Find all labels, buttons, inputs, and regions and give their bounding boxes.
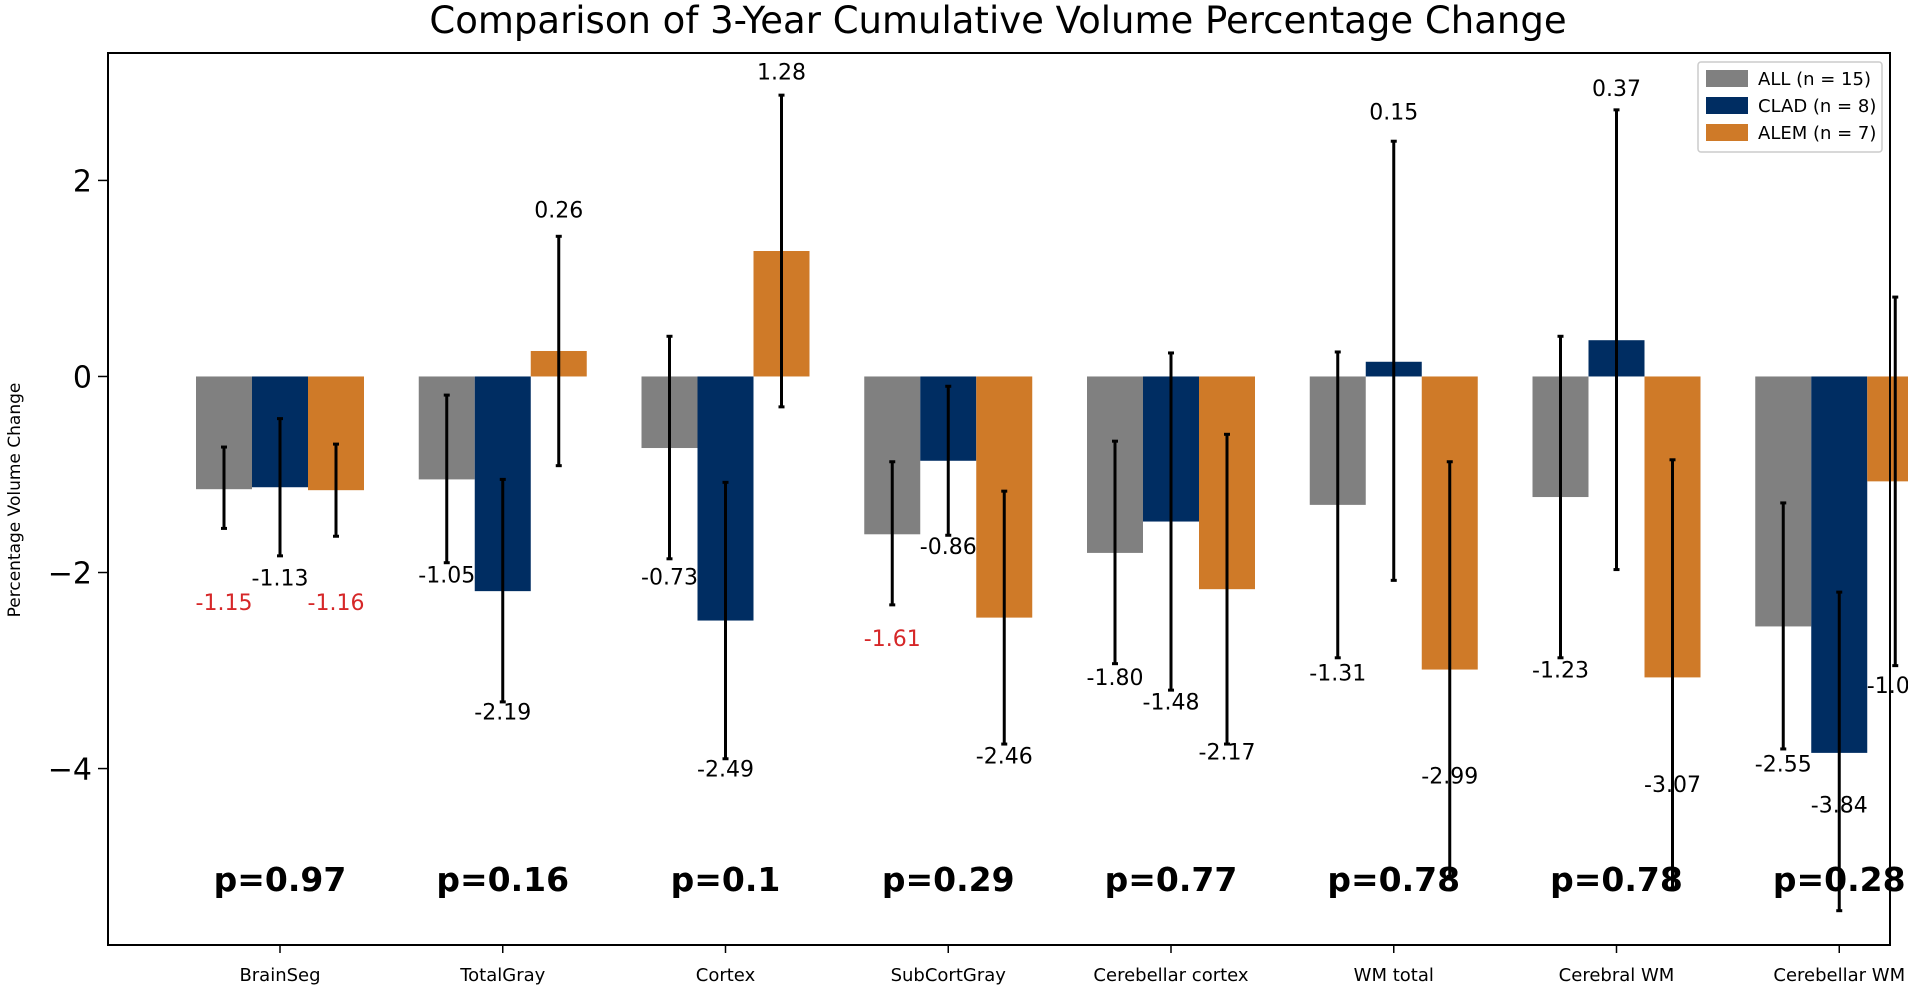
- axes-layer: BrainSeg TotalGray Cortex SubCortGray Cerebe…: [48, 52, 1905, 986]
- p-value-1: p=0.97: [214, 860, 347, 899]
- legend: ALL (n = 15) CLAD (n = 8) ALEM (n = 7): [1697, 61, 1883, 153]
- y-axis-label: Percentage Volume Change: [5, 383, 25, 618]
- value-label-3-8: -1.07: [1867, 674, 1908, 699]
- bar-3-8: [1867, 376, 1908, 482]
- value-label-1-3: -0.73: [641, 565, 698, 590]
- chart-title: Comparison of 3-Year Cumulative Volume P…: [429, 0, 1566, 42]
- p-value-7: p=0.78: [1550, 860, 1683, 899]
- value-label-3-5: -2.17: [1199, 741, 1256, 766]
- value-label-2-3: -2.49: [697, 757, 754, 782]
- p-values-layer: p=0.97 p=0.16 p=0.1 p=0.29 p=0.77 p=0.78 p=0.7…: [214, 860, 1906, 899]
- value-label-1-7: -1.23: [1532, 658, 1589, 683]
- p-value-2: p=0.16: [436, 860, 569, 899]
- legend-swatch-2: [1706, 97, 1748, 114]
- value-label-1-4: -1.61: [864, 627, 921, 652]
- legend-label-2: CLAD (n = 8): [1758, 96, 1876, 117]
- legend-label-1: ALL (n = 15): [1758, 69, 1871, 90]
- legend-swatch-1: [1706, 70, 1748, 87]
- p-value-5: p=0.77: [1105, 860, 1238, 899]
- value-label-1-5: -1.80: [1087, 666, 1144, 691]
- x-tick-label-7: Cerebral WM: [1559, 965, 1675, 986]
- p-value-4: p=0.29: [882, 860, 1015, 899]
- y-tick-label-4: 2: [73, 164, 92, 199]
- value-label-1-2: -1.05: [418, 563, 475, 588]
- y-tick-label-3: 0: [73, 360, 92, 395]
- x-tick-label-1: BrainSeg: [239, 965, 320, 986]
- legend-label-3: ALEM (n = 7): [1758, 123, 1876, 144]
- value-label-2-1: -1.13: [252, 566, 309, 591]
- x-tick-label-8: Cerebellar WM: [1773, 965, 1905, 986]
- y-tick-label-2: −2: [48, 557, 92, 592]
- x-tick-label-6: WM total: [1354, 965, 1434, 986]
- x-tick-label-2: TotalGray: [459, 965, 545, 986]
- plot-frame: [107, 52, 1891, 946]
- x-tick-label-5: Cerebellar cortex: [1093, 965, 1249, 986]
- p-value-3: p=0.1: [671, 860, 781, 899]
- value-label-2-2: -2.19: [474, 701, 531, 726]
- value-label-2-4: -0.86: [920, 535, 977, 560]
- value-label-2-5: -1.48: [1143, 691, 1200, 716]
- y-tick-label-1: −4: [48, 753, 92, 788]
- value-label-3-7: -3.07: [1644, 773, 1701, 798]
- legend-swatch-3: [1706, 124, 1748, 141]
- value-label-1-8: -2.55: [1755, 753, 1812, 778]
- value-label-2-6: 0.15: [1369, 101, 1418, 126]
- value-label-2-8: -3.84: [1811, 794, 1868, 819]
- value-label-3-3: 1.28: [757, 60, 806, 85]
- value-label-3-2: 0.26: [534, 199, 583, 224]
- value-label-3-1: -1.16: [308, 591, 365, 616]
- p-value-8: p=0.28: [1773, 860, 1906, 899]
- value-labels-layer: -1.15-1.13-1.16 -1.05 -2.19 0.26 -0.73 -2.49 1…: [196, 60, 1908, 818]
- value-label-3-6: -2.99: [1421, 764, 1478, 789]
- error-bars-layer: [221, 93, 1899, 913]
- value-label-3-4: -2.46: [976, 745, 1033, 770]
- x-tick-label-4: SubCortGray: [891, 965, 1007, 986]
- value-label-1-1: -1.15: [196, 591, 253, 616]
- value-label-1-6: -1.31: [1309, 661, 1366, 686]
- x-tick-label-3: Cortex: [696, 965, 756, 986]
- bars-layer: [196, 251, 1908, 753]
- value-label-2-7: 0.37: [1592, 77, 1641, 102]
- p-value-6: p=0.78: [1327, 860, 1460, 899]
